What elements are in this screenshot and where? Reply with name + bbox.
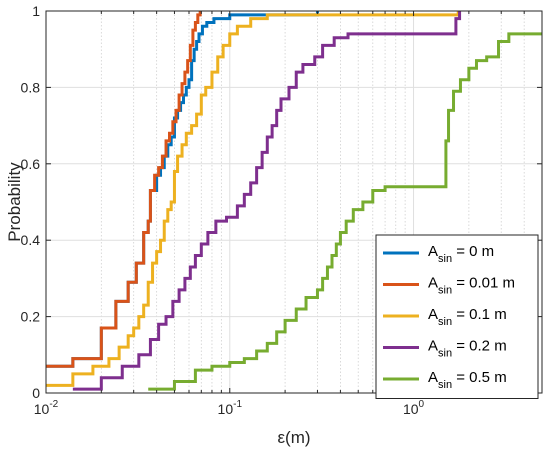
x-tick-label: 100 [403,399,425,417]
series-layer [46,11,542,391]
x-tick-label: 10-1 [218,399,243,417]
legend-label-1: Asin = 0.01 m [428,275,515,297]
y-tick-label: 1 [32,3,40,19]
legend-label-4: Asin = 0.5 m [428,369,507,391]
series-line-1 [46,11,202,368]
x-axis-title: ε(m) [277,428,310,447]
y-tick-label: 0.2 [21,309,41,325]
series-line-2 [46,11,460,387]
legend-label-0: Asin = 0 m [428,243,494,265]
legend: Asin = 0 m Asin = 0.01 m Asin = 0.1 m Asin … [375,234,539,399]
y-axis-title: Probability [5,162,24,242]
x-tick-label: 10-2 [34,399,59,417]
legend-label-2: Asin = 0.1 m [428,306,507,328]
axis-ticks: 0 0.2 0.4 0.6 0.8 1 10-2 10-1 100 [21,3,543,417]
y-tick-label: 0.8 [21,79,41,95]
y-tick-label: 0.6 [21,156,41,172]
series-line-3 [72,11,462,391]
y-tick-label: 0.4 [21,232,41,248]
y-tick-label: 0 [32,385,40,401]
series-line-4 [148,32,542,391]
plot-frame [45,10,543,394]
legend-label-3: Asin = 0.2 m [428,338,507,360]
